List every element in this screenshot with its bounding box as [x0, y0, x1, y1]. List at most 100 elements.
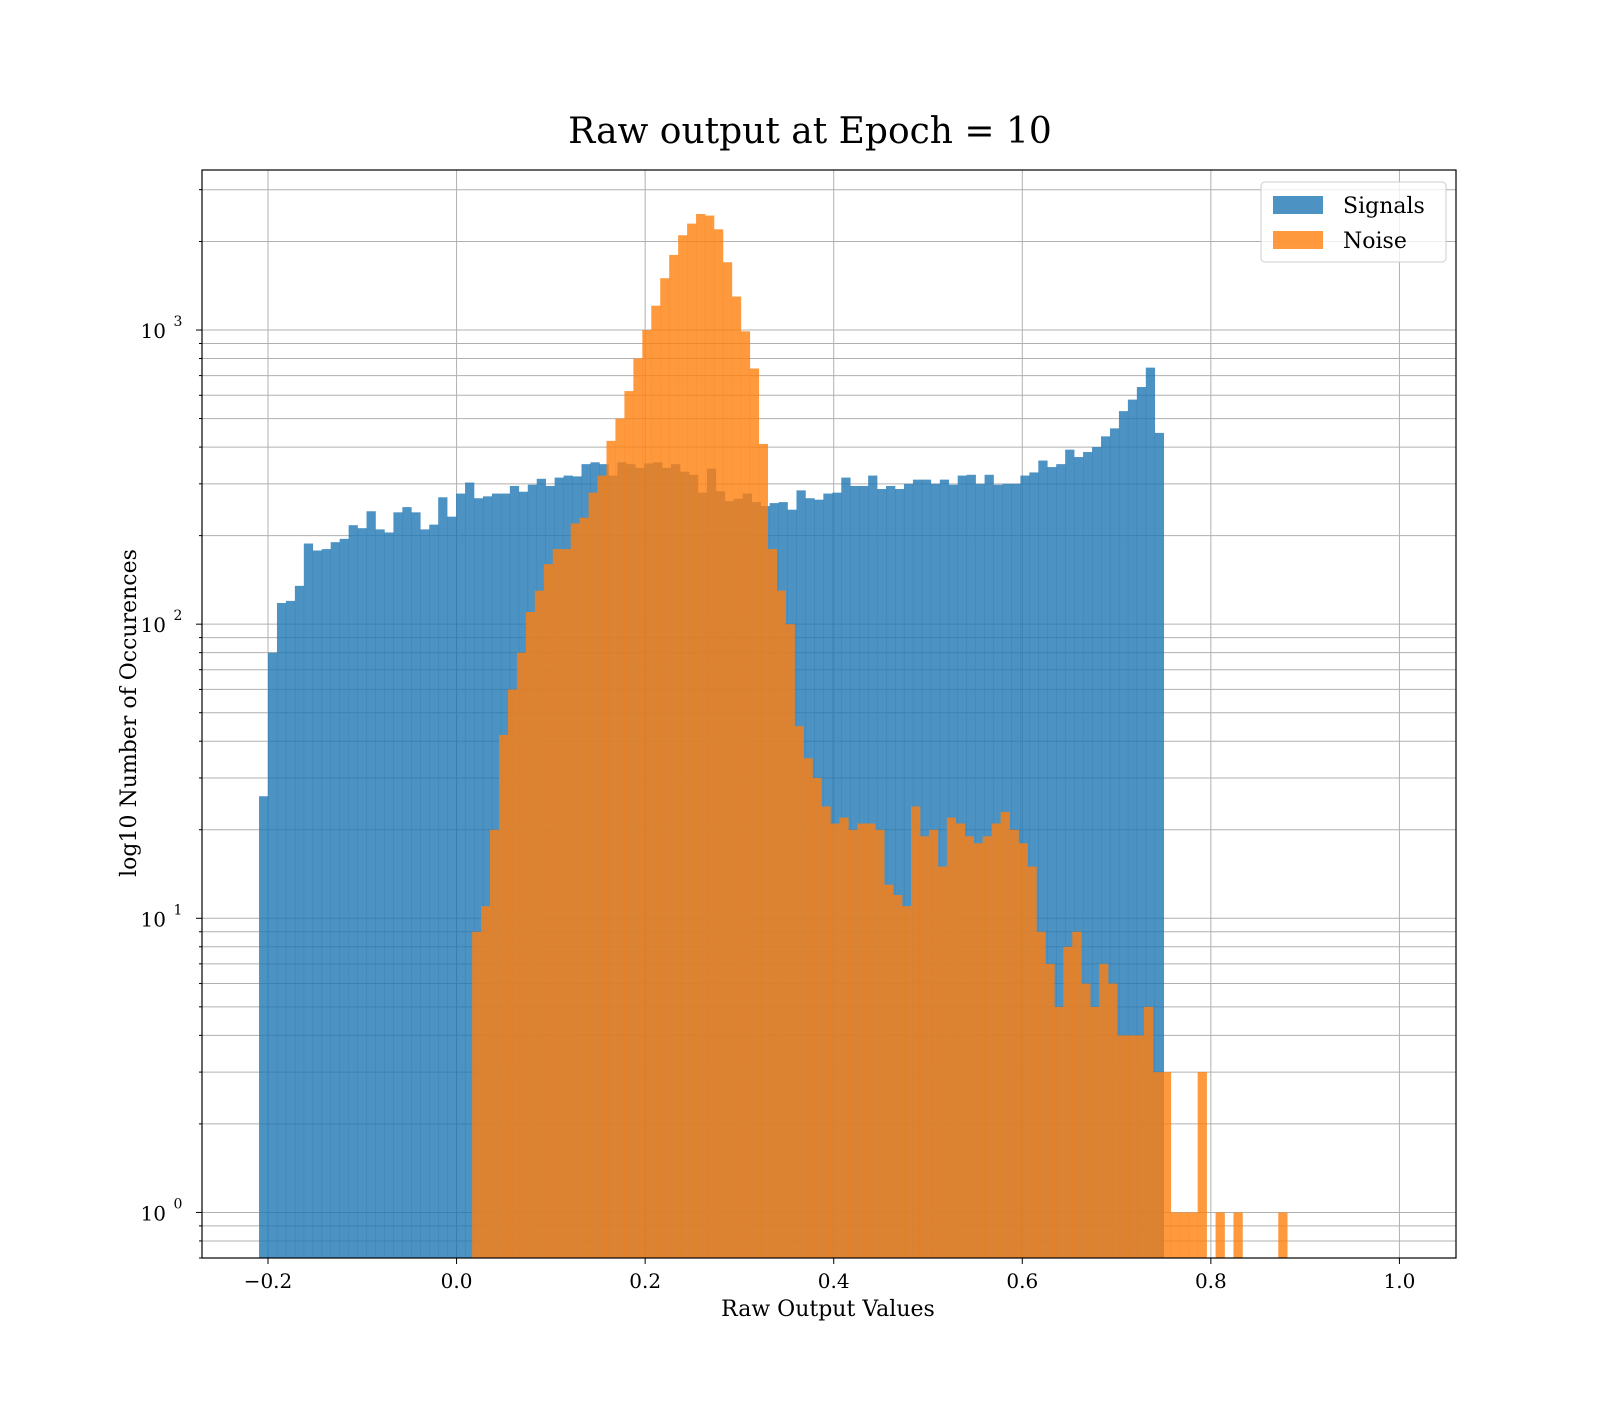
- noise-bar: [1072, 931, 1082, 1258]
- x-tick-label: 0.0: [441, 1269, 473, 1293]
- noise-bar: [1108, 983, 1118, 1258]
- y-tick-label-exponent: 3: [174, 314, 183, 330]
- x-tick-label: 1.0: [1384, 1269, 1416, 1293]
- legend-swatch-noise: [1273, 231, 1323, 249]
- noise-bar: [794, 726, 804, 1258]
- signals-bar: [285, 600, 296, 1258]
- signals-bar: [402, 507, 412, 1258]
- signals-bar: [1056, 464, 1066, 1258]
- noise-bar: [1099, 963, 1109, 1258]
- noise-bar: [830, 823, 840, 1258]
- noise-bar: [946, 817, 957, 1258]
- noise-bar: [705, 215, 715, 1258]
- series-noise: [472, 214, 1288, 1258]
- signals-bar: [456, 493, 466, 1258]
- y-axis-label: log10 Number of Occurences: [117, 549, 142, 877]
- noise-bar: [615, 418, 625, 1258]
- noise-bar: [1197, 1072, 1207, 1258]
- signals-bar: [1065, 449, 1075, 1258]
- signals-bar: [411, 512, 421, 1258]
- signals-bar: [482, 496, 493, 1258]
- y-tick-label: 10: [141, 613, 166, 637]
- signals-bar: [276, 603, 287, 1258]
- bars: [259, 214, 1288, 1258]
- noise-bar: [696, 214, 706, 1258]
- signals-bar: [1047, 467, 1057, 1258]
- noise-bar: [678, 235, 688, 1258]
- noise-bar: [507, 689, 518, 1258]
- noise-bar: [776, 590, 786, 1258]
- noise-bar: [937, 866, 948, 1258]
- signals-bar: [259, 796, 269, 1258]
- signals-bar: [447, 516, 457, 1258]
- legend: Signals Noise: [1260, 181, 1447, 263]
- noise-bar: [973, 843, 983, 1258]
- signals-bar: [384, 532, 394, 1258]
- noise-bar: [1143, 1006, 1154, 1258]
- noise-bar: [884, 884, 894, 1258]
- noise-bar: [1081, 983, 1091, 1258]
- noise-bar: [1063, 946, 1073, 1258]
- noise-bar: [848, 829, 858, 1258]
- signals-bar: [294, 585, 305, 1258]
- noise-bar: [964, 836, 975, 1258]
- signals-bar: [1154, 432, 1165, 1258]
- noise-bar: [1036, 931, 1046, 1258]
- noise-bar: [552, 549, 562, 1258]
- signals-bar: [393, 512, 403, 1258]
- noise-bar: [624, 391, 634, 1258]
- signals-bar: [895, 489, 905, 1258]
- noise-bar: [982, 836, 992, 1258]
- noise-bar: [991, 823, 1001, 1258]
- noise-bar: [1090, 1006, 1100, 1258]
- x-ticks: −0.2 0.0 0.2 0.4 0.6 0.8 1.0: [244, 1258, 1416, 1293]
- signals-bar: [1074, 457, 1084, 1258]
- signals-bar: [339, 538, 349, 1258]
- noise-bar: [928, 829, 939, 1258]
- noise-bar: [543, 564, 554, 1258]
- noise-bar: [1188, 1212, 1198, 1258]
- noise-bar: [597, 475, 607, 1258]
- noise-bar: [812, 777, 822, 1258]
- noise-bar: [902, 906, 912, 1258]
- noise-bar: [1045, 963, 1055, 1258]
- y-tick-label-exponent: 2: [174, 608, 183, 624]
- noise-bar: [875, 829, 885, 1258]
- noise-bar: [1000, 811, 1010, 1258]
- noise-bar: [919, 836, 930, 1258]
- noise-bar: [1179, 1212, 1189, 1258]
- noise-bar: [561, 549, 571, 1258]
- noise-bar: [767, 549, 777, 1258]
- noise-bar: [669, 254, 679, 1258]
- noise-bar: [1117, 1035, 1127, 1258]
- noise-bar: [758, 443, 769, 1258]
- signals-bar: [1118, 411, 1129, 1258]
- noise-bar: [499, 734, 509, 1258]
- noise-bar: [1152, 1072, 1163, 1258]
- noise-bar: [821, 806, 831, 1258]
- noise-bar: [740, 331, 751, 1258]
- noise-bar: [633, 358, 643, 1258]
- signals-bar: [1029, 472, 1039, 1258]
- noise-bar: [1233, 1212, 1243, 1258]
- x-tick-label: −0.2: [244, 1269, 293, 1293]
- signals-bar: [321, 549, 331, 1258]
- signals-bar: [1136, 387, 1147, 1258]
- noise-bar: [955, 823, 966, 1258]
- noise-bar: [839, 817, 849, 1258]
- noise-bar: [588, 492, 598, 1258]
- x-tick-label: 0.2: [629, 1269, 661, 1293]
- noise-bar: [857, 823, 867, 1258]
- noise-bar: [606, 440, 616, 1258]
- plot-frame: [201, 169, 1457, 1259]
- x-tick-label: 0.4: [818, 1269, 850, 1293]
- signals-bar: [348, 525, 358, 1258]
- signals-bar: [303, 543, 314, 1258]
- y-tick-label: 10: [141, 1201, 166, 1225]
- signals-bar: [330, 542, 340, 1258]
- noise-bar: [803, 758, 813, 1258]
- signals-bar: [312, 550, 323, 1258]
- signals-bar: [1109, 428, 1120, 1258]
